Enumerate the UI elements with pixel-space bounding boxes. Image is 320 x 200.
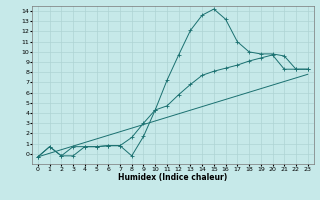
X-axis label: Humidex (Indice chaleur): Humidex (Indice chaleur) xyxy=(118,173,228,182)
